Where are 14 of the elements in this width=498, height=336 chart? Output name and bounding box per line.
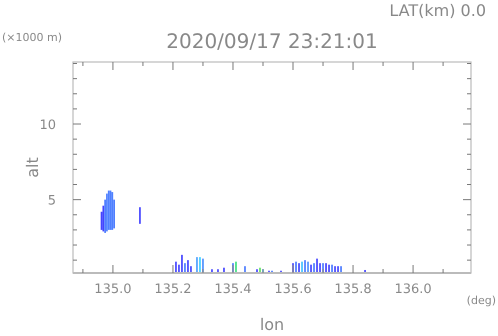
- x-tick-label: 135.6: [274, 282, 312, 297]
- chart-subtitle: LAT(km) 0.0: [389, 1, 486, 20]
- x-axis-title: lon: [260, 315, 284, 334]
- text: (×1000 m): [2, 31, 62, 44]
- y-tick-label: 10: [39, 118, 56, 134]
- chart-title: 2020/09/17 23:21:01: [166, 29, 378, 53]
- y-tick-label: 5: [48, 194, 56, 209]
- x-tick-label: 135.4: [214, 282, 252, 297]
- x-tick-label: 136.0: [394, 282, 432, 297]
- y-axis-title: alt: [23, 157, 42, 178]
- x-tick-label: 135.8: [334, 282, 372, 297]
- text: (deg): [466, 294, 496, 307]
- x-tick-label: 135.2: [154, 282, 192, 297]
- x-tick-label: 135.0: [94, 282, 132, 297]
